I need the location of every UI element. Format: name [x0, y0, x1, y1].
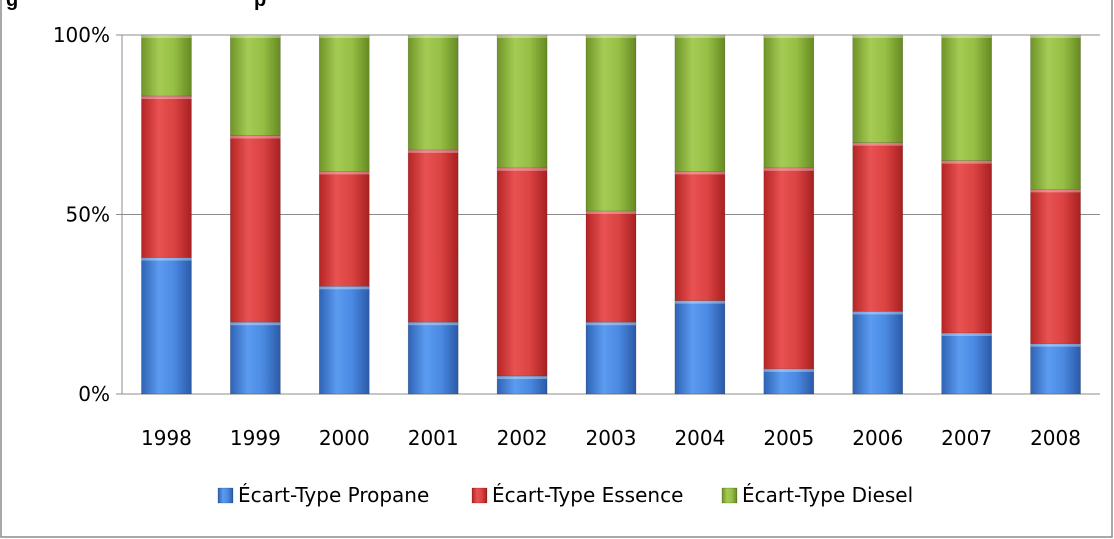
title-fragment: g — [6, 0, 18, 11]
bar-segment-highlight — [497, 376, 548, 380]
bar-segment-highlight — [586, 35, 636, 38]
bar-segment--cart-type-essence2008 — [1030, 189, 1081, 345]
x-axis: 1998 1999 2000 2001 2002 2003 2004 2005 2006 2007… — [141, 426, 1081, 450]
bar-segment-highlight — [674, 300, 725, 304]
x-tick-label: 2003 — [586, 426, 637, 450]
bar-segment-highlight — [674, 171, 725, 175]
bar-segment-highlight — [852, 35, 903, 38]
bar-segment-highlight — [141, 96, 192, 100]
bar-segment-highlight — [230, 135, 281, 139]
bar-segment--cart-type-diesel2007 — [941, 34, 992, 161]
bar-segment--cart-type-essence2002 — [496, 167, 548, 377]
legend-label: Écart-Type Essence — [492, 483, 683, 507]
bar-segment--cart-type-essence2005 — [763, 167, 815, 370]
bar-segment--cart-type-propane2007 — [941, 332, 992, 395]
x-tick-label: 2006 — [852, 426, 903, 450]
bar-segment--cart-type-propane2008 — [1030, 343, 1081, 395]
bar-segment-highlight — [852, 142, 903, 146]
legend-label: Écart-Type Diesel — [742, 483, 913, 507]
y-tick-label: 50% — [66, 203, 110, 227]
y-axis: 0% 50% 100% — [53, 23, 123, 406]
bar-segment-highlight — [319, 35, 370, 38]
bar-segment--cart-type-essence1999 — [230, 135, 281, 323]
x-tick-label: 2005 — [763, 426, 814, 450]
bar-segment-highlight — [763, 368, 814, 372]
bar-segment--cart-type-propane2004 — [674, 300, 726, 395]
bar-segment--cart-type-diesel2000 — [318, 34, 370, 172]
bar-segment-highlight — [1030, 189, 1081, 193]
bar-segment-highlight — [852, 311, 903, 315]
bar-segment-highlight — [497, 35, 548, 38]
bar-segment--cart-type-diesel2008 — [1030, 34, 1081, 190]
bar-segment-highlight — [408, 35, 459, 38]
x-tick-label: 2008 — [1030, 426, 1081, 450]
bar-segment--cart-type-diesel2002 — [496, 34, 548, 169]
bar-segment--cart-type-diesel2004 — [674, 34, 726, 172]
bar-segment--cart-type-essence2004 — [674, 171, 726, 301]
bar-segment-highlight — [141, 257, 192, 261]
bar-segment-highlight — [586, 210, 636, 214]
bar-segment--cart-type-propane2001 — [407, 321, 459, 395]
bar-segment-highlight — [1030, 35, 1081, 38]
bar-segment--cart-type-diesel2001 — [407, 34, 459, 151]
bar-segment--cart-type-diesel2006 — [852, 34, 904, 143]
y-tick-label: 100% — [53, 23, 110, 47]
bar-segment-highlight — [319, 171, 370, 175]
bar-segment--cart-type-propane1999 — [230, 321, 281, 395]
bar-segment-highlight — [408, 322, 459, 326]
bar-segment-highlight — [674, 35, 725, 38]
y-tick-label: 0% — [78, 382, 110, 406]
title-fragment-2: p — [254, 0, 266, 11]
bar-segment-highlight — [763, 35, 814, 38]
bar-segment-highlight — [586, 322, 636, 326]
legend-swatch — [217, 487, 234, 504]
bar-segment-highlight — [941, 35, 992, 38]
x-tick-label: 1998 — [141, 426, 192, 450]
bar-segment--cart-type-propane2003 — [585, 321, 637, 395]
bar-segment--cart-type-propane2005 — [763, 368, 815, 395]
x-tick-label: 2001 — [408, 426, 459, 450]
x-tick-label: 2000 — [319, 426, 370, 450]
bar-segment--cart-type-essence2006 — [852, 142, 904, 312]
legend-swatch — [471, 487, 488, 504]
bar-segment--cart-type-diesel2005 — [763, 34, 815, 169]
legend-label: Écart-Type Propane — [238, 483, 429, 507]
legend: Écart-Type Propane Écart-Type Essence Écar… — [217, 483, 913, 507]
bar-segment-highlight — [230, 322, 281, 326]
bar-segment--cart-type-diesel1999 — [230, 34, 281, 136]
bar-segment--cart-type-essence2003 — [585, 210, 637, 323]
bar-segment-highlight — [497, 167, 548, 171]
bar-segment--cart-type-essence1998 — [141, 95, 192, 258]
legend-swatch — [721, 487, 738, 504]
x-tick-label: 2007 — [941, 426, 992, 450]
bar-segment--cart-type-propane2006 — [852, 311, 904, 395]
bar-segment-highlight — [408, 149, 459, 153]
bar-segment-highlight — [141, 35, 192, 38]
x-tick-label: 1999 — [230, 426, 281, 450]
x-tick-label: 2004 — [674, 426, 725, 450]
bar-segment-highlight — [941, 160, 992, 164]
bar-segment-highlight — [230, 35, 281, 38]
bar-segment--cart-type-propane1998 — [141, 257, 192, 395]
bar-segment-highlight — [319, 286, 370, 290]
bar-segment-highlight — [1030, 343, 1081, 347]
bars — [141, 34, 1081, 395]
bar-segment--cart-type-essence2001 — [407, 149, 459, 323]
x-tick-label: 2002 — [497, 426, 548, 450]
bar-segment--cart-type-propane2000 — [318, 285, 370, 395]
bar-segment-highlight — [763, 167, 814, 171]
bar-segment-highlight — [941, 332, 992, 336]
bar-segment--cart-type-essence2000 — [318, 171, 370, 287]
bar-segment--cart-type-diesel1998 — [141, 34, 192, 97]
bar-segment--cart-type-essence2007 — [941, 160, 992, 334]
bar-segment--cart-type-diesel2003 — [585, 34, 637, 212]
